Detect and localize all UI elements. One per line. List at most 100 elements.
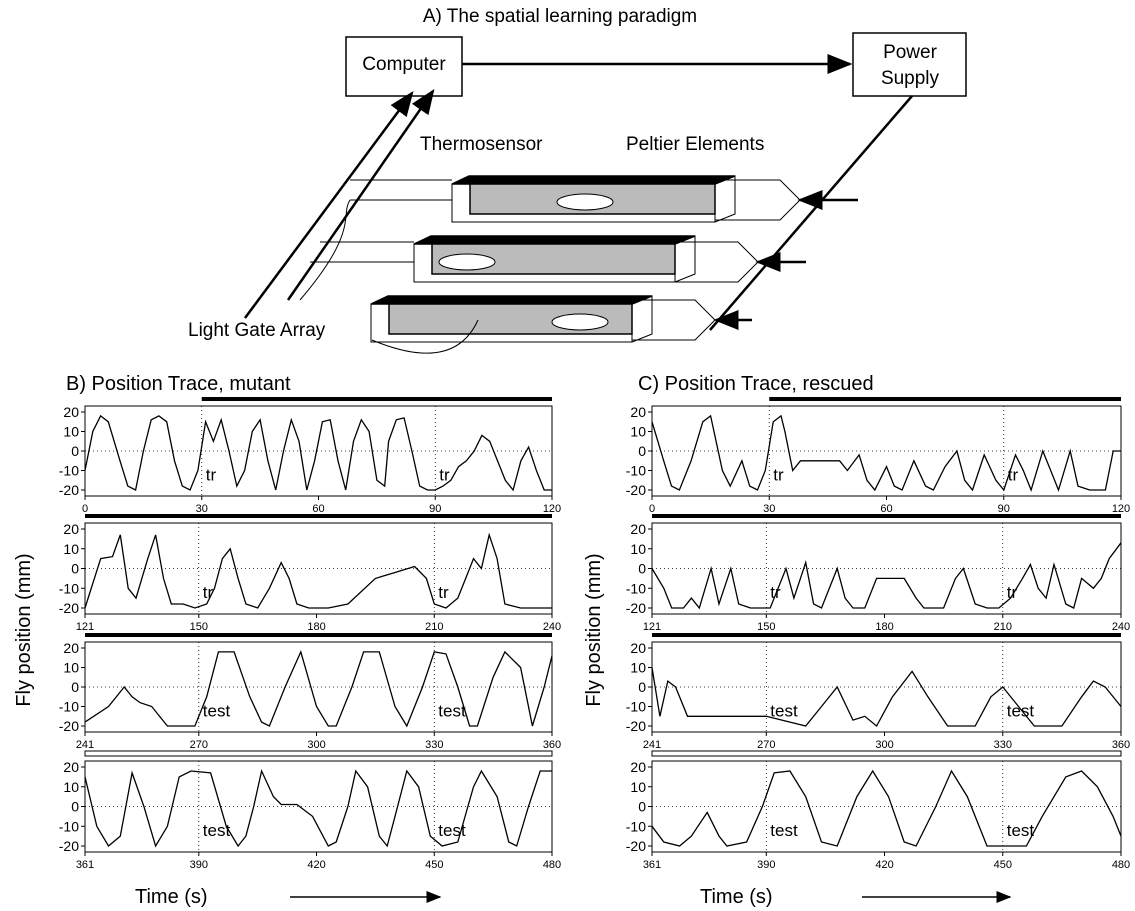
y-tick-label: 0 <box>71 799 79 815</box>
supply-line <box>710 96 912 330</box>
computer-label: Computer <box>362 54 446 75</box>
y-tick-label: 20 <box>630 640 646 656</box>
x-axis-label: Time (s) <box>135 886 208 908</box>
x-tick-label: 60 <box>880 503 892 515</box>
y-tick-label: 20 <box>63 521 79 537</box>
x-tick-label: 300 <box>307 739 325 751</box>
peltier-label: Peltier Elements <box>626 134 764 155</box>
x-tick-label: 120 <box>1112 503 1130 515</box>
power-label: Power <box>883 42 938 63</box>
x-tick-label: 210 <box>994 621 1012 633</box>
y-axis-label: Fly position (mm) <box>583 553 605 706</box>
plot-frame <box>652 761 1121 852</box>
y-tick-label: -20 <box>626 718 646 734</box>
arrow <box>288 91 433 300</box>
x-tick-label: 390 <box>757 859 775 871</box>
x-tick-label: 360 <box>543 739 561 751</box>
x-tick-label: 240 <box>543 621 561 633</box>
x-tick-label: 361 <box>643 859 661 871</box>
x-tick-label: 30 <box>196 503 208 515</box>
y-tick-label: 0 <box>638 443 646 459</box>
y-tick-label: 10 <box>63 424 79 440</box>
x-tick-label: 180 <box>307 621 325 633</box>
y-tick-label: -10 <box>626 463 646 479</box>
annotation: test <box>203 821 231 840</box>
y-tick-label: 20 <box>630 759 646 775</box>
y-tick-label: 10 <box>63 660 79 676</box>
annotation: tr <box>773 465 784 484</box>
x-axis-label: Time (s) <box>700 886 773 908</box>
x-tick-label: 450 <box>425 859 443 871</box>
x-tick-label: 480 <box>1112 859 1130 871</box>
trace <box>652 416 1121 490</box>
chamber <box>310 236 758 282</box>
x-tick-label: 121 <box>76 621 94 633</box>
x-tick-label: 210 <box>425 621 443 633</box>
y-tick-label: 20 <box>630 521 646 537</box>
x-tick-label: 150 <box>757 621 775 633</box>
annotation: test <box>1007 701 1035 720</box>
y-tick-label: -20 <box>59 838 79 854</box>
x-tick-label: 390 <box>190 859 208 871</box>
x-tick-label: 0 <box>649 503 655 515</box>
thermosensor-label: Thermosensor <box>420 134 543 155</box>
y-tick-label: -10 <box>59 463 79 479</box>
y-tick-label: 0 <box>638 679 646 695</box>
x-tick-label: 330 <box>425 739 443 751</box>
trace <box>652 543 1121 608</box>
plot-frame <box>652 642 1121 732</box>
x-tick-label: 241 <box>643 739 661 751</box>
diagram: A) The spatial learning paradigm Compute… <box>188 6 966 353</box>
y-tick-label: -10 <box>626 818 646 834</box>
y-tick-label: -10 <box>59 580 79 596</box>
x-tick-label: 150 <box>190 621 208 633</box>
y-tick-label: -20 <box>59 718 79 734</box>
x-tick-label: 180 <box>875 621 893 633</box>
chamber <box>371 296 715 353</box>
x-tick-label: 240 <box>1112 621 1130 633</box>
y-tick-label: 10 <box>630 779 646 795</box>
annotation: test <box>770 821 798 840</box>
x-tick-label: 480 <box>543 859 561 871</box>
x-tick-label: 90 <box>429 503 441 515</box>
heat-bar <box>652 751 1121 756</box>
x-tick-label: 300 <box>875 739 893 751</box>
annotation: test <box>438 821 466 840</box>
y-tick-label: 20 <box>630 404 646 420</box>
y-tick-label: 0 <box>638 799 646 815</box>
y-tick-label: -10 <box>59 699 79 715</box>
y-tick-label: -10 <box>59 818 79 834</box>
trace <box>85 652 552 726</box>
trace <box>652 668 1121 727</box>
y-tick-label: 20 <box>63 759 79 775</box>
x-tick-label: 361 <box>76 859 94 871</box>
x-tick-label: 450 <box>994 859 1012 871</box>
x-tick-label: 120 <box>543 503 561 515</box>
x-tick-label: 0 <box>82 503 88 515</box>
y-tick-label: 20 <box>63 404 79 420</box>
arrow <box>245 93 412 318</box>
x-tick-label: 420 <box>875 859 893 871</box>
x-tick-label: 270 <box>190 739 208 751</box>
x-tick-label: 360 <box>1112 739 1130 751</box>
y-tick-label: 0 <box>71 443 79 459</box>
x-tick-label: 30 <box>763 503 775 515</box>
panel-title: C) Position Trace, rescued <box>638 373 874 395</box>
annotation: test <box>1007 821 1035 840</box>
plot-frame <box>652 406 1121 496</box>
y-tick-label: 10 <box>630 424 646 440</box>
trace <box>85 771 552 846</box>
y-tick-label: -20 <box>59 482 79 498</box>
trace <box>85 535 552 608</box>
y-tick-label: 10 <box>63 779 79 795</box>
y-tick-label: -10 <box>626 580 646 596</box>
y-tick-label: 10 <box>630 660 646 676</box>
y-tick-label: 20 <box>63 640 79 656</box>
diagram-title: A) The spatial learning paradigm <box>423 6 697 27</box>
x-tick-label: 90 <box>998 503 1010 515</box>
y-tick-label: 0 <box>71 679 79 695</box>
trace <box>85 416 552 490</box>
y-axis-label: Fly position (mm) <box>13 553 35 706</box>
x-tick-label: 270 <box>757 739 775 751</box>
annotation: test <box>203 701 231 720</box>
